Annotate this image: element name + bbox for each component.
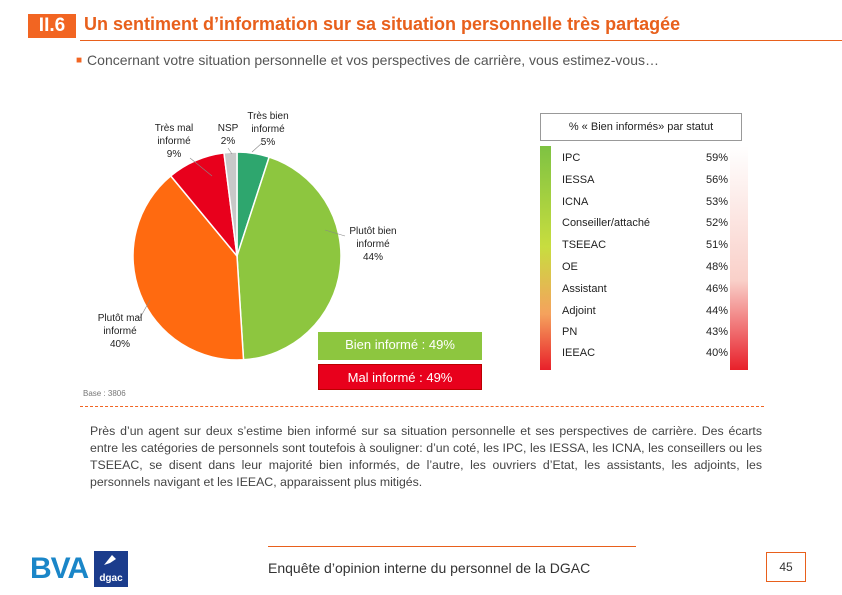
- label-tres-bien: Très bien informé 5%: [242, 110, 294, 149]
- label-tres-bien-pct: 5%: [260, 137, 276, 148]
- label-tres-bien-line2: informé: [251, 124, 285, 135]
- table-title: % « Bien informés» par statut: [540, 113, 742, 141]
- table-row: TSEEAC 51%: [560, 239, 728, 261]
- row-pct: 40%: [705, 347, 728, 359]
- pie-slice: [236, 156, 342, 361]
- footer-line: [268, 546, 636, 547]
- label-plutot-bien-pct: 44%: [362, 252, 383, 263]
- label-tres-mal-line1: Très mal: [154, 123, 194, 134]
- row-pct: 46%: [705, 283, 728, 295]
- leader-line: [227, 147, 233, 155]
- table-row: PN 43%: [560, 326, 728, 348]
- label-nsp-pct: 2%: [220, 136, 236, 147]
- bva-logo: BVA: [30, 552, 89, 585]
- row-name: IEEAC: [562, 347, 596, 359]
- row-pct: 59%: [705, 152, 728, 164]
- dgac-logo-text: dgac: [99, 573, 123, 584]
- table-row: OE 48%: [560, 261, 728, 283]
- label-tres-mal: Très mal informé 9%: [146, 122, 202, 161]
- label-plutot-bien: Plutôt bien informé 44%: [340, 225, 406, 264]
- table-row: Assistant 46%: [560, 283, 728, 305]
- label-nsp: NSP 2%: [214, 122, 242, 148]
- row-pct: 53%: [705, 196, 728, 208]
- mal-informe-summary: Mal informé : 49%: [318, 364, 482, 390]
- label-plutot-mal-line1: Plutôt mal: [97, 313, 143, 324]
- page-number: 45: [766, 552, 806, 582]
- table-row: IPC 59%: [560, 152, 728, 174]
- row-name: IPC: [562, 152, 581, 164]
- gradient-bar: [540, 146, 551, 370]
- row-name: Conseiller/attaché: [562, 217, 651, 229]
- table-row: IEEAC 40%: [560, 347, 728, 369]
- summary-paragraph: Près d’un agent sur deux s’estime bien i…: [90, 424, 762, 489]
- bien-informe-summary: Bien informé : 49%: [318, 332, 482, 360]
- label-plutot-bien-line2: informé: [356, 239, 390, 250]
- row-pct: 51%: [705, 239, 728, 251]
- label-plutot-bien-line1: Plutôt bien: [349, 226, 397, 237]
- leader-line: [189, 157, 213, 177]
- table-row: IESSA 56%: [560, 174, 728, 196]
- leader-line: [251, 142, 263, 153]
- label-tres-mal-line2: informé: [157, 136, 191, 147]
- dgac-logo: [94, 551, 128, 587]
- row-pct: 56%: [705, 174, 728, 186]
- footer-text: Enquête d’opinion interne du personnel d…: [268, 560, 591, 576]
- row-name: ICNA: [562, 196, 589, 208]
- subtitle: ■ Concernant votre situation personnelle …: [76, 52, 659, 68]
- row-name: IESSA: [562, 174, 595, 186]
- row-pct: 43%: [705, 326, 728, 338]
- label-plutot-mal-pct: 40%: [109, 339, 130, 350]
- table-row: Conseiller/attaché 52%: [560, 217, 728, 239]
- gradient-bar-right: [730, 146, 748, 370]
- dashed-divider: [80, 406, 764, 407]
- row-name: Adjoint: [562, 305, 596, 317]
- row-pct: 48%: [705, 261, 728, 273]
- leader-line: [324, 229, 346, 237]
- table-row: ICNA 53%: [560, 196, 728, 218]
- label-plutot-mal-line2: informé: [103, 326, 137, 337]
- label-tres-bien-line1: Très bien: [247, 111, 289, 122]
- label-nsp-line1: NSP: [217, 123, 239, 134]
- row-name: TSEEAC: [562, 239, 607, 251]
- label-plutot-mal: Plutôt mal informé 40%: [88, 312, 152, 351]
- section-number: II.6: [28, 14, 76, 38]
- row-name: OE: [562, 261, 578, 273]
- row-pct: 52%: [705, 217, 728, 229]
- bullet-icon: ■: [76, 55, 83, 66]
- pie-slice: [132, 174, 245, 361]
- row-name: PN: [562, 326, 578, 338]
- title-underline: [80, 40, 842, 41]
- dgac-bird-icon: [104, 555, 116, 565]
- row-name: Assistant: [562, 283, 607, 295]
- subtitle-text: Concernant votre situation personnelle e…: [87, 52, 659, 68]
- page-title: Un sentiment d’information sur sa situat…: [84, 14, 681, 34]
- table-row: Adjoint 44%: [560, 305, 728, 327]
- leader-line: [139, 299, 151, 319]
- row-pct: 44%: [705, 305, 728, 317]
- label-tres-mal-pct: 9%: [166, 149, 182, 160]
- base-count: Base : 3806: [83, 389, 126, 398]
